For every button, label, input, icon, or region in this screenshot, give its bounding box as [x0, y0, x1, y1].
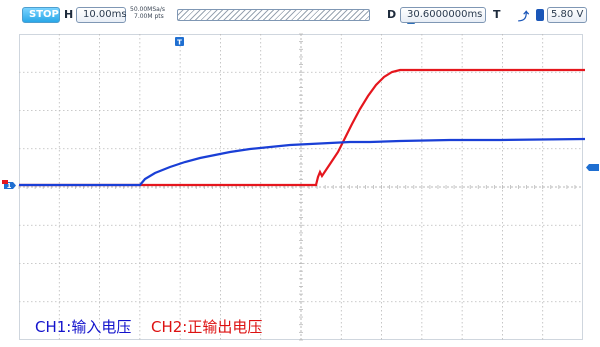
trigger-marker-label: T — [177, 39, 182, 47]
delay-label: D — [387, 8, 397, 21]
ch1-trace — [19, 137, 586, 187]
trigger-label: T — [493, 8, 501, 21]
run-stop-button[interactable]: STOP — [22, 7, 60, 23]
trigger-edge-icon: ⤴ — [518, 10, 529, 23]
acquisition-info: 50.00MSa/s 7.00M pts — [130, 6, 165, 20]
trigger-source-icon — [536, 9, 544, 21]
trigger-position-marker[interactable]: T — [175, 37, 184, 47]
ch2-legend: CH2:正输出电压 — [151, 318, 263, 336]
sample-rate: 50.00MSa/s — [130, 6, 165, 13]
graticule — [18, 33, 583, 341]
horizontal-label: H — [64, 8, 74, 21]
ch1-marker-label: 1 — [7, 182, 12, 190]
trigger-level-marker[interactable] — [586, 164, 599, 171]
ch1-legend: CH1:输入电压 — [35, 318, 132, 336]
timebase-button[interactable]: 10.00ms — [76, 7, 127, 23]
ch2-trace — [19, 68, 585, 187]
status-bar: STOP H 10.00ms 50.00MSa/s 7.00M pts D 30… — [0, 0, 600, 30]
delay-button[interactable]: 30.6000000ms — [400, 7, 486, 23]
memory-depth: 7.00M pts — [134, 13, 164, 20]
trigger-level-button[interactable]: 5.80 V — [547, 7, 587, 23]
ch2-ground-marker[interactable] — [2, 180, 8, 184]
